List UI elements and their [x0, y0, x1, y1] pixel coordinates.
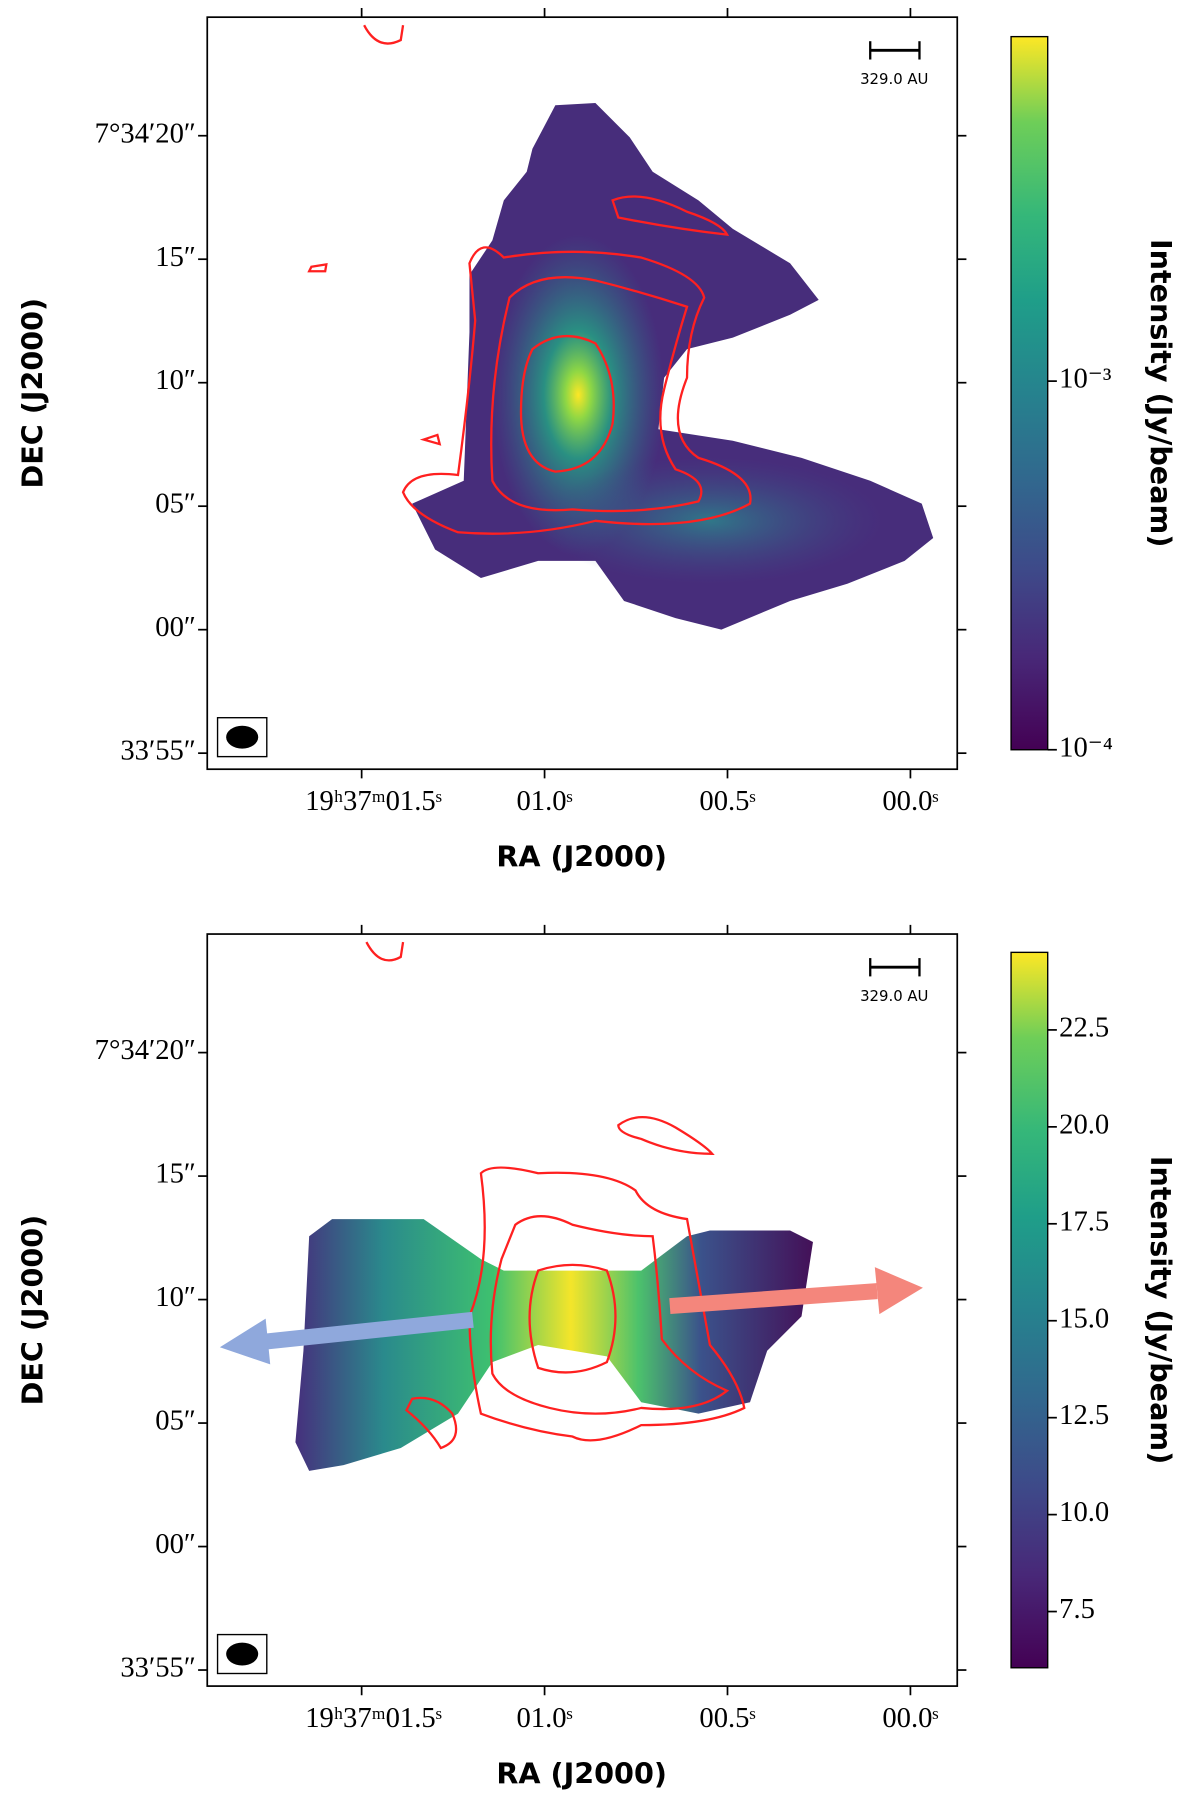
contours — [307, 24, 752, 1450]
x-tick-label: 00.5ˢ — [699, 1702, 755, 1734]
x-tick-label: 00.0ˢ — [882, 785, 938, 817]
axes-frame — [206, 16, 959, 771]
axes-frame — [206, 933, 959, 1687]
colorbar-tick-label: 7.5 — [1059, 1593, 1095, 1625]
y-tick-label: 05″ — [155, 488, 196, 520]
outflow-arrows — [219, 1267, 923, 1365]
x-tick-label: 00.5ˢ — [699, 785, 755, 817]
colorbar-label: Intensity (Jy/beam) — [1144, 1156, 1178, 1464]
beam — [226, 725, 259, 749]
y-tick-label: 15″ — [155, 241, 196, 273]
x-tick-label: 00.0ˢ — [882, 1702, 938, 1734]
colorbar-tick-label: 22.5 — [1059, 1011, 1109, 1043]
x-tick-label: 01.0ˢ — [516, 1702, 572, 1734]
y-tick-label: 10″ — [155, 1281, 196, 1313]
y-axis-label: DEC (J2000) — [15, 1215, 49, 1406]
y-tick-label: 7°34′20″ — [95, 117, 196, 149]
beam — [226, 1642, 259, 1666]
colorbar-tick-label: 15.0 — [1059, 1302, 1109, 1334]
x-tick-label: 19ʰ37ᵐ01.5ˢ — [305, 1702, 442, 1734]
colorbar-tick-label: 10.0 — [1059, 1496, 1109, 1528]
x-tick-label: 01.0ˢ — [516, 785, 572, 817]
colorbar-label: Intensity (Jy/beam) — [1144, 239, 1178, 547]
y-tick-label: 05″ — [155, 1405, 196, 1437]
colorbar — [1010, 951, 1049, 1669]
x-axis-label: RA (J2000) — [496, 839, 667, 873]
y-tick-label: 10″ — [155, 364, 196, 396]
x-tick-label: 19ʰ37ᵐ01.5ˢ — [305, 785, 442, 817]
y-axis-label: DEC (J2000) — [15, 298, 49, 489]
y-tick-label: 33′55″ — [120, 1652, 195, 1684]
y-tick-label: 33′55″ — [120, 735, 195, 767]
colorbar-tick-label: 20.0 — [1059, 1108, 1109, 1140]
colorbar-tick-label: 12.5 — [1059, 1399, 1109, 1431]
colorbar-tick-label: 10⁻³ — [1059, 363, 1112, 395]
y-tick-label: 7°34′20″ — [95, 1034, 196, 1066]
x-axis-label: RA (J2000) — [496, 1756, 667, 1790]
scale-bar-label: 329.0 AU — [860, 70, 928, 88]
scale-bar-label: 329.0 AU — [860, 987, 928, 1005]
y-tick-label: 00″ — [155, 611, 196, 643]
y-tick-label: 00″ — [155, 1528, 196, 1560]
colorbar-tick-label: 17.5 — [1059, 1205, 1109, 1237]
colorbar-tick-label: 10⁻⁴ — [1059, 731, 1113, 763]
colorbar — [1010, 35, 1049, 751]
y-tick-label: 15″ — [155, 1158, 196, 1190]
